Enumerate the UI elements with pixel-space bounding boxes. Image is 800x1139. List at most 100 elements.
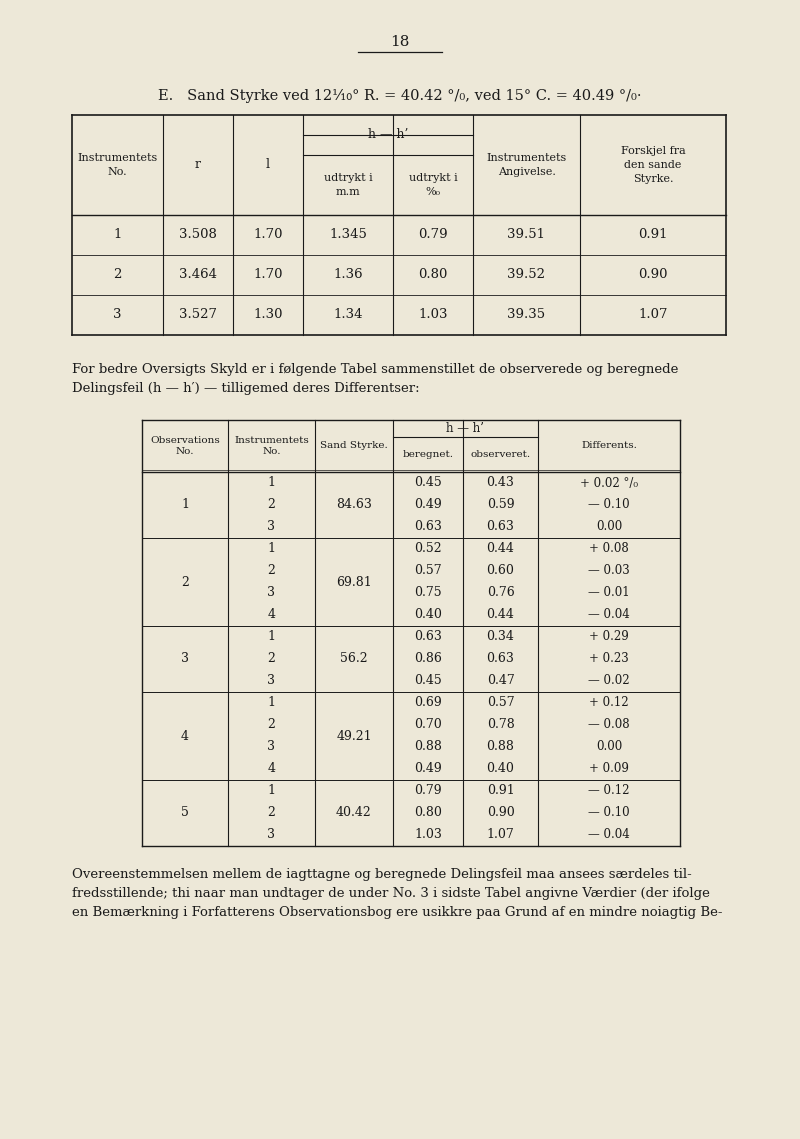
Text: 2: 2 [181, 575, 189, 589]
Text: 49.21: 49.21 [336, 729, 372, 743]
Text: 0.91: 0.91 [638, 229, 668, 241]
Text: — 0.10: — 0.10 [588, 499, 630, 511]
Text: 1.07: 1.07 [638, 309, 668, 321]
Text: + 0.02 °/₀: + 0.02 °/₀ [580, 476, 638, 490]
Text: 1.03: 1.03 [418, 309, 448, 321]
Text: 0.79: 0.79 [418, 229, 448, 241]
Text: — 0.01: — 0.01 [588, 587, 630, 599]
Text: 0.76: 0.76 [486, 587, 514, 599]
Text: 69.81: 69.81 [336, 575, 372, 589]
Text: 0.40: 0.40 [414, 608, 442, 622]
Text: Instrumentets
No.: Instrumentets No. [234, 435, 309, 457]
Text: 2: 2 [267, 653, 275, 665]
Text: l: l [266, 158, 270, 172]
Text: 1: 1 [267, 697, 275, 710]
Text: + 0.09: + 0.09 [589, 762, 629, 776]
Text: 3: 3 [267, 521, 275, 533]
Text: 1.03: 1.03 [414, 828, 442, 842]
Text: 0.00: 0.00 [596, 521, 622, 533]
Text: Delingsfeil (h — h′) — tilligemed deres Differentser:: Delingsfeil (h — h′) — tilligemed deres … [72, 382, 420, 395]
Text: 0.91: 0.91 [486, 785, 514, 797]
Text: 56.2: 56.2 [340, 653, 368, 665]
Text: 0.59: 0.59 [486, 499, 514, 511]
Text: 0.88: 0.88 [414, 740, 442, 754]
Text: 0.90: 0.90 [486, 806, 514, 819]
Text: Instrumentets
Angivelse.: Instrumentets Angivelse. [486, 153, 566, 177]
Text: 0.86: 0.86 [414, 653, 442, 665]
Text: 0.78: 0.78 [486, 719, 514, 731]
Text: 0.52: 0.52 [414, 542, 442, 556]
Text: 2: 2 [267, 719, 275, 731]
Text: — 0.02: — 0.02 [588, 674, 630, 688]
Text: + 0.12: + 0.12 [589, 697, 629, 710]
Text: 0.45: 0.45 [414, 674, 442, 688]
Text: 2: 2 [114, 269, 122, 281]
Text: 3.508: 3.508 [179, 229, 217, 241]
Text: 1: 1 [114, 229, 122, 241]
Text: — 0.03: — 0.03 [588, 565, 630, 577]
Text: 0.75: 0.75 [414, 587, 442, 599]
Text: r: r [195, 158, 201, 172]
Text: 1.345: 1.345 [329, 229, 367, 241]
Text: 3: 3 [181, 653, 189, 665]
Text: 0.47: 0.47 [486, 674, 514, 688]
Text: — 0.10: — 0.10 [588, 806, 630, 819]
Text: 1: 1 [267, 542, 275, 556]
Text: 0.63: 0.63 [486, 521, 514, 533]
Text: 1: 1 [267, 631, 275, 644]
Text: observeret.: observeret. [470, 450, 530, 459]
Text: 0.43: 0.43 [486, 476, 514, 490]
Text: 2: 2 [267, 499, 275, 511]
Text: 1: 1 [267, 476, 275, 490]
Text: 4: 4 [267, 762, 275, 776]
Text: 39.51: 39.51 [507, 229, 546, 241]
Text: 0.88: 0.88 [486, 740, 514, 754]
Text: beregnet.: beregnet. [402, 450, 454, 459]
Text: 3: 3 [267, 674, 275, 688]
Text: 39.52: 39.52 [507, 269, 546, 281]
Text: 0.57: 0.57 [486, 697, 514, 710]
Text: 0.90: 0.90 [638, 269, 668, 281]
Text: Differents.: Differents. [581, 442, 637, 451]
Text: h — h’: h — h’ [368, 129, 408, 141]
Text: 0.79: 0.79 [414, 785, 442, 797]
Text: 3.464: 3.464 [179, 269, 217, 281]
Text: 0.49: 0.49 [414, 762, 442, 776]
Text: 3: 3 [267, 740, 275, 754]
Text: — 0.08: — 0.08 [588, 719, 630, 731]
Text: udtrykt i
%₀: udtrykt i %₀ [409, 173, 458, 197]
Text: 0.44: 0.44 [486, 608, 514, 622]
Text: 0.34: 0.34 [486, 631, 514, 644]
Text: 1: 1 [181, 499, 189, 511]
Text: 0.70: 0.70 [414, 719, 442, 731]
Text: 1.36: 1.36 [333, 269, 363, 281]
Text: 0.00: 0.00 [596, 740, 622, 754]
Text: Sand Styrke.: Sand Styrke. [320, 442, 388, 451]
Text: 4: 4 [267, 608, 275, 622]
Text: 0.40: 0.40 [486, 762, 514, 776]
Text: 0.69: 0.69 [414, 697, 442, 710]
Text: 3.527: 3.527 [179, 309, 217, 321]
Text: Observations
No.: Observations No. [150, 435, 220, 457]
Text: 0.63: 0.63 [414, 631, 442, 644]
Text: fredsstillende; thi naar man undtager de under No. 3 i sidste Tabel angivne Værd: fredsstillende; thi naar man undtager de… [72, 887, 710, 900]
Text: 1.34: 1.34 [334, 309, 362, 321]
Text: 1.07: 1.07 [486, 828, 514, 842]
Text: 0.45: 0.45 [414, 476, 442, 490]
Text: 84.63: 84.63 [336, 499, 372, 511]
Text: 1.30: 1.30 [254, 309, 282, 321]
Text: — 0.12: — 0.12 [588, 785, 630, 797]
Text: 2: 2 [267, 806, 275, 819]
Text: — 0.04: — 0.04 [588, 608, 630, 622]
Text: 3: 3 [114, 309, 122, 321]
Text: E.   Sand Styrke ved 12⅒° R. = 40.42 °/₀, ved 15° C. = 40.49 °/₀·: E. Sand Styrke ved 12⅒° R. = 40.42 °/₀, … [158, 89, 642, 103]
Text: 0.44: 0.44 [486, 542, 514, 556]
Text: 18: 18 [390, 35, 410, 49]
Text: 39.35: 39.35 [507, 309, 546, 321]
Text: 0.63: 0.63 [414, 521, 442, 533]
Text: + 0.08: + 0.08 [589, 542, 629, 556]
Text: 0.80: 0.80 [414, 806, 442, 819]
Text: 0.60: 0.60 [486, 565, 514, 577]
Text: 2: 2 [267, 565, 275, 577]
Text: + 0.23: + 0.23 [589, 653, 629, 665]
